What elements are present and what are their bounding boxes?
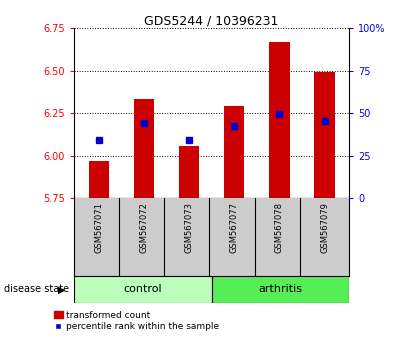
Text: GSM567078: GSM567078 [275, 202, 284, 253]
Text: arthritis: arthritis [259, 284, 302, 295]
Bar [179, 145, 199, 198]
Text: ▶: ▶ [58, 284, 66, 295]
Bar [74, 276, 212, 303]
Text: GSM567072: GSM567072 [139, 202, 148, 253]
Bar [269, 42, 289, 198]
Text: GSM567079: GSM567079 [320, 202, 329, 253]
Bar [89, 161, 109, 198]
Text: GSM567073: GSM567073 [185, 202, 194, 253]
Bar [224, 107, 245, 198]
Text: GSM567077: GSM567077 [230, 202, 239, 253]
Text: GSM567071: GSM567071 [94, 202, 103, 253]
Legend: transformed count, percentile rank within the sample: transformed count, percentile rank withi… [54, 311, 219, 331]
Text: control: control [124, 284, 162, 295]
Bar [134, 99, 154, 198]
Bar [212, 276, 349, 303]
Title: GDS5244 / 10396231: GDS5244 / 10396231 [145, 14, 279, 27]
Bar [314, 73, 335, 198]
Text: disease state: disease state [4, 284, 69, 295]
